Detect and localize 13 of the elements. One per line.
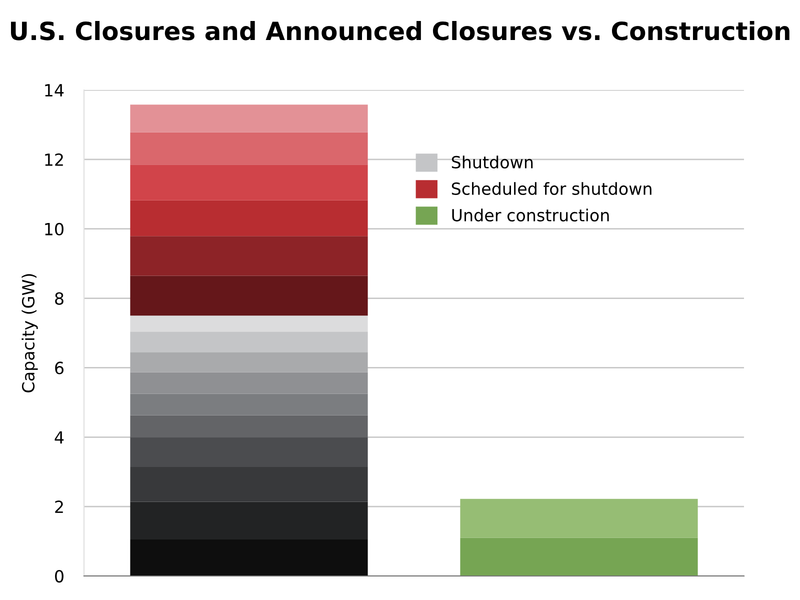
chart-title: U.S. Closures and Announced Closures vs. Construction — [11, 21, 790, 40]
y-tick-label: 4 — [54, 431, 64, 444]
y-tick-label: 10 — [45, 222, 64, 236]
legend-label: Under construction — [452, 208, 609, 222]
legend-label: Shutdown — [452, 156, 533, 169]
y-tick-label: 14 — [45, 84, 64, 96]
y-tick-label: 6 — [55, 362, 64, 374]
y-tick-label: 8 — [55, 292, 64, 305]
y-tick-label: 0 — [55, 570, 64, 583]
y-tick-label: 12 — [45, 153, 63, 166]
legend-label: Scheduled for shutdown — [452, 182, 652, 196]
y-axis-title: Capacity (GW) — [22, 274, 38, 392]
y-tick-label: 2 — [55, 500, 63, 513]
